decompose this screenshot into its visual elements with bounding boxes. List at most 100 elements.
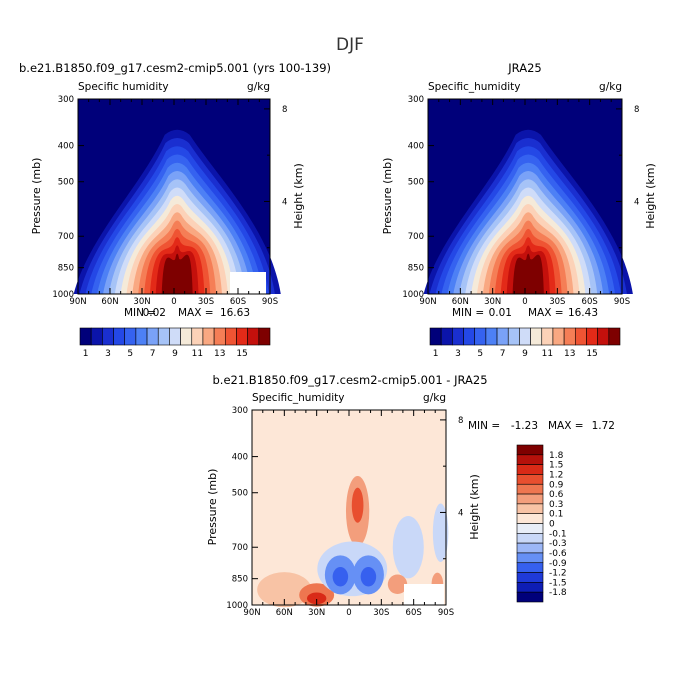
- colorbar-box: [157, 327, 170, 346]
- colorbar-box: [452, 327, 464, 346]
- contour-level: [512, 253, 544, 294]
- colorbar-box: [516, 454, 544, 465]
- y-tick-label: 700: [232, 543, 248, 553]
- colorbar-label: -1.5: [549, 578, 567, 588]
- colorbar-box: [597, 327, 610, 346]
- colorbar-label: 1.5: [549, 461, 563, 471]
- colorbar-box: [516, 523, 544, 534]
- y-tick-label: 400: [58, 142, 74, 152]
- colorbar-box: [516, 591, 544, 603]
- panel-diff-min-label: MIN =: [468, 420, 500, 432]
- colorbar-box: [169, 327, 181, 346]
- panel-obs-right-label: g/kg: [599, 81, 622, 93]
- colorbar-box: [530, 327, 543, 346]
- colorbar-box: [516, 572, 544, 583]
- panel-diff-ticks: 90N 60N 30N 0 30S 60S 90S 300 400 500 700 850 1000 8 4: [226, 406, 463, 618]
- panel-difference: b.e21.B1850.f09_g17.cesm2-cmip5.001 - JR…: [206, 373, 615, 618]
- panel-obs: JRA25 Specific_humidity g/kg 90N 60N 30N 0 3…: [381, 61, 657, 359]
- panel-model-title: b.e21.B1850.f09_g17.cesm2-cmip5.001 (yrs…: [19, 61, 331, 75]
- colorbar-label: 0.6: [549, 490, 564, 500]
- colorbar-label: 7: [150, 349, 156, 359]
- y-tick-label: 500: [232, 489, 248, 499]
- colorbar-label: 1: [83, 349, 89, 359]
- y-tick-label: 700: [58, 232, 74, 242]
- y-right-tick-label: 4: [634, 197, 639, 207]
- colorbar-label: 0.3: [549, 500, 563, 510]
- colorbar-box: [124, 327, 137, 346]
- colorbar-box: [516, 542, 544, 554]
- x-tick-label: 30N: [308, 608, 325, 618]
- colorbar-label: 11: [192, 349, 203, 359]
- x-tick-label: 60N: [276, 608, 293, 618]
- colorbar-box: [516, 493, 544, 505]
- panel-diff-max-value: 1.72: [592, 420, 615, 432]
- colorbar-label: 11: [542, 349, 553, 359]
- y-tick-label: 1000: [402, 290, 424, 300]
- y-tick-label: 850: [58, 264, 74, 274]
- colorbar-label: 13: [214, 349, 225, 359]
- y-tick-label: 300: [232, 406, 248, 416]
- panel-obs-ylabel: Pressure (mb): [381, 158, 394, 235]
- x-tick-label: 0: [522, 297, 527, 307]
- anomaly-region: [432, 503, 449, 562]
- panel-diff-colorbar: 1.81.51.20.90.60.30.10-0.1-0.3-0.6-0.9-1…: [516, 444, 567, 603]
- colorbar-label: 0.9: [549, 480, 564, 490]
- contour-level: [161, 253, 193, 294]
- x-tick-label: 90N: [69, 297, 86, 307]
- colorbar-label: 1.8: [549, 451, 564, 461]
- colorbar-box: [541, 327, 554, 346]
- colorbar-box: [516, 582, 544, 593]
- colorbar-label: 13: [564, 349, 575, 359]
- panel-model-left-label: Specific humidity: [78, 81, 169, 93]
- panel-diff-missing-region: [404, 584, 444, 605]
- colorbar-box: [519, 327, 531, 346]
- y-tick-label: 400: [408, 142, 424, 152]
- panel-obs-title: JRA25: [507, 61, 541, 75]
- panel-obs-max-label: MAX =: [528, 307, 564, 319]
- y-right-tick-label: 4: [458, 508, 463, 518]
- y-tick-label: 1000: [52, 290, 74, 300]
- x-tick-label: 30S: [373, 608, 389, 618]
- colorbar-label: 0.1: [549, 510, 563, 520]
- figure-title: DJF: [336, 35, 364, 55]
- x-tick-label: 90S: [438, 608, 454, 618]
- x-tick-label: 90S: [614, 297, 630, 307]
- colorbar-label: -0.9: [549, 559, 567, 569]
- colorbar-box: [474, 327, 487, 346]
- y-right-tick-label: 8: [458, 416, 463, 426]
- colorbar-label: 9: [522, 349, 528, 359]
- anomaly-region: [306, 592, 327, 605]
- colorbar-label: -1.8: [549, 588, 567, 598]
- y-tick-label: 700: [408, 232, 424, 242]
- colorbar-box: [180, 327, 193, 346]
- colorbar-box: [552, 327, 565, 346]
- anomaly-region: [332, 567, 349, 587]
- panel-model-ticks: 90N 60N 30N 0 30S 60S 90S 300 400 500 700 850 1000 8 4: [52, 95, 287, 307]
- x-tick-label: 90N: [419, 297, 436, 307]
- colorbar-label: -1.2: [549, 569, 567, 579]
- colorbar-box: [79, 327, 92, 346]
- colorbar-box: [202, 327, 215, 346]
- anomaly-region: [257, 572, 312, 608]
- anomaly-region: [360, 567, 377, 587]
- y-right-tick-label: 8: [282, 105, 287, 115]
- colorbar-box: [146, 327, 159, 346]
- y-tick-label: 1000: [226, 601, 248, 611]
- colorbar-box: [516, 533, 544, 544]
- panel-model-missing-region: [230, 272, 266, 294]
- colorbar-box: [608, 327, 621, 346]
- panel-diff-max-label: MAX =: [548, 420, 584, 432]
- colorbar-label: 3: [455, 349, 461, 359]
- panel-model-min-value: 0.02: [143, 307, 166, 319]
- colorbar-box: [516, 562, 544, 573]
- panel-diff-contours: [257, 475, 449, 608]
- colorbar-box: [247, 327, 260, 346]
- colorbar-label: 15: [586, 349, 597, 359]
- colorbar-label: 15: [236, 349, 247, 359]
- panel-diff-min-value: -1.23: [511, 420, 538, 432]
- panel-obs-ylabel-right: Height (km): [644, 163, 657, 229]
- colorbar-box: [516, 513, 544, 524]
- panel-obs-min-label: MIN =: [452, 307, 484, 319]
- colorbar-box: [563, 327, 576, 346]
